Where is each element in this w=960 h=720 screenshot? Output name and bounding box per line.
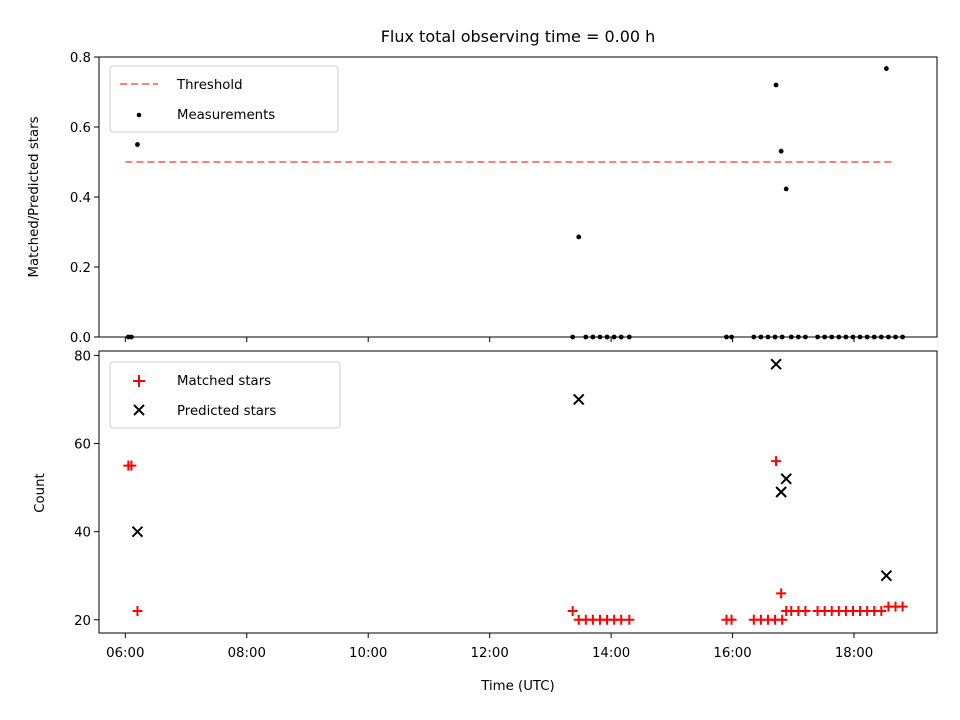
measurement-point bbox=[778, 148, 784, 154]
legend-predicted-swatch bbox=[133, 404, 145, 416]
measurement-point bbox=[886, 334, 891, 340]
measurement-point bbox=[871, 334, 877, 340]
top-marks bbox=[125, 66, 905, 340]
measurement-point bbox=[788, 334, 794, 340]
bottom-x-tick-label: 14:00 bbox=[592, 646, 630, 661]
measurement-point bbox=[783, 186, 789, 192]
measurement-point bbox=[864, 334, 870, 340]
measurement-point bbox=[795, 334, 801, 340]
measurement-point bbox=[773, 82, 779, 88]
measurement-point bbox=[765, 334, 771, 340]
bottom-x-axis-label: Time (UTC) bbox=[480, 679, 555, 694]
bottom-y-tick-label: 60 bbox=[74, 438, 91, 453]
measurement-point bbox=[611, 334, 617, 340]
matched-star-point bbox=[126, 460, 137, 471]
matched-star-point bbox=[726, 614, 737, 625]
top-y-tick-label: 0.2 bbox=[70, 261, 91, 276]
bottom-x-tick-label: 10:00 bbox=[349, 646, 387, 661]
measurement-point bbox=[779, 334, 785, 340]
measurement-point bbox=[893, 334, 898, 340]
measurement-point bbox=[583, 334, 589, 340]
bottom-x-tick-label: 12:00 bbox=[470, 646, 508, 661]
top-legend-box bbox=[109, 65, 339, 133]
measurement-point bbox=[604, 334, 610, 340]
bottom-y-tick-label: 80 bbox=[74, 349, 91, 364]
measurement-point bbox=[758, 334, 764, 340]
legend-measurements-swatch bbox=[136, 112, 142, 118]
measurement-point bbox=[878, 334, 884, 340]
matched-star-point bbox=[777, 614, 788, 625]
matched-star-point bbox=[776, 588, 787, 599]
top-y-axis-label: Matched/Predicted stars bbox=[27, 116, 42, 277]
bottom-legend-box bbox=[109, 361, 341, 429]
legend-matched-swatch bbox=[133, 375, 145, 387]
measurement-point bbox=[590, 334, 596, 340]
measurement-point bbox=[900, 334, 905, 340]
bottom-x-tick-label: 08:00 bbox=[228, 646, 266, 661]
predicted-star-point bbox=[131, 525, 144, 538]
matched-star-point bbox=[876, 605, 887, 616]
bottom-y-axis-label: Count bbox=[33, 473, 48, 513]
measurement-point bbox=[772, 334, 778, 340]
bottom-marks bbox=[123, 358, 908, 625]
top-y-tick-label: 0.4 bbox=[70, 191, 91, 206]
legend-matched-label: Matched stars bbox=[177, 374, 271, 389]
measurement-point bbox=[724, 334, 729, 340]
measurement-point bbox=[829, 334, 835, 340]
bottom-panel: 20 40 60 80 06:00 08:00 10:00 12:00 14:00 16:00 1… bbox=[33, 349, 938, 694]
predicted-star-point bbox=[780, 473, 792, 485]
measurement-point bbox=[626, 334, 632, 340]
top-y-tick-label: 0.6 bbox=[70, 121, 91, 136]
measurement-point bbox=[803, 334, 808, 340]
measurement-point bbox=[570, 334, 576, 340]
measurement-point bbox=[815, 334, 820, 340]
measurement-point bbox=[751, 334, 757, 340]
measurement-point bbox=[822, 334, 828, 340]
top-x-ticks bbox=[124, 337, 855, 342]
measurement-point bbox=[729, 334, 734, 340]
chart-title: Flux total observing time = 0.00 h bbox=[381, 27, 656, 46]
matched-star-point bbox=[567, 605, 578, 616]
matched-star-point bbox=[771, 456, 782, 467]
bottom-legend: Matched stars Predicted stars bbox=[109, 361, 341, 429]
measurement-point bbox=[850, 334, 856, 340]
bottom-x-tick-label: 16:00 bbox=[713, 646, 751, 661]
measurement-point bbox=[843, 334, 849, 340]
top-y-tick-label: 0.0 bbox=[70, 331, 91, 346]
top-panel: 0.00.20.40.60.8 Matched/Predicted stars … bbox=[27, 51, 938, 346]
predicted-star-point bbox=[880, 570, 893, 582]
top-legend: Threshold Measurements bbox=[109, 65, 339, 133]
legend-threshold-label: Threshold bbox=[176, 78, 243, 93]
matched-star-point bbox=[132, 605, 143, 616]
measurement-point bbox=[883, 66, 889, 71]
bottom-x-tick-label: 06:00 bbox=[106, 646, 144, 661]
predicted-star-point bbox=[770, 358, 782, 370]
measurement-point bbox=[618, 334, 624, 340]
predicted-star-point bbox=[775, 486, 787, 498]
measurement-point bbox=[836, 334, 842, 340]
matched-star-point bbox=[624, 614, 635, 625]
bottom-x-tick-label: 18:00 bbox=[835, 646, 873, 661]
predicted-star-point bbox=[573, 393, 585, 406]
top-y-ticks: 0.0 0.2 0.4 0.6 0.8 bbox=[70, 51, 99, 346]
matched-star-point bbox=[800, 605, 811, 616]
bottom-x-ticks: 06:00 08:00 10:00 12:00 14:00 16:00 18:00 bbox=[106, 633, 873, 661]
matched-star-point bbox=[897, 601, 908, 612]
bottom-y-ticks: 20 40 60 80 bbox=[74, 349, 99, 629]
measurement-point bbox=[135, 142, 140, 147]
legend-predicted-label: Predicted stars bbox=[177, 404, 276, 419]
measurement-point bbox=[128, 334, 134, 340]
top-y-tick-label: 0.8 bbox=[70, 51, 91, 66]
measurement-point bbox=[597, 334, 603, 340]
measurement-point bbox=[576, 234, 582, 240]
bottom-y-tick-label: 40 bbox=[74, 526, 91, 541]
measurement-point bbox=[857, 334, 863, 340]
bottom-y-tick-label: 20 bbox=[74, 614, 91, 629]
legend-measurements-label: Measurements bbox=[177, 108, 275, 123]
